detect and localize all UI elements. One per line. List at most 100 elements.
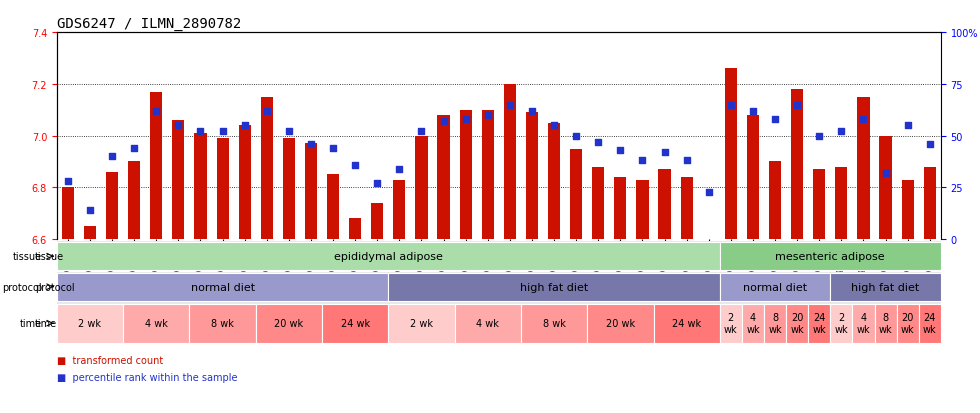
Bar (918, 304, 941, 343)
Bar (57, 242, 719, 271)
Bar (813, 170, 825, 240)
Point (612, 147, 628, 154)
Text: normal diet: normal diet (190, 282, 255, 292)
Bar (437, 116, 450, 240)
Point (148, 108, 164, 115)
Point (215, 129, 230, 135)
Text: 8 wk: 8 wk (211, 318, 234, 328)
Bar (57, 304, 123, 343)
Bar (57, 273, 388, 301)
Bar (835, 167, 848, 240)
Bar (924, 167, 936, 240)
Text: 2 wk: 2 wk (78, 318, 102, 328)
Bar (879, 136, 892, 240)
Point (126, 145, 142, 152)
Point (237, 123, 253, 129)
Point (723, 102, 739, 109)
Bar (460, 111, 471, 240)
Text: 24
wk: 24 wk (812, 313, 826, 334)
Bar (636, 180, 649, 240)
Bar (858, 97, 869, 240)
Bar (84, 227, 96, 240)
Bar (830, 304, 853, 343)
Bar (570, 149, 582, 240)
Bar (659, 170, 670, 240)
Text: high fat diet: high fat diet (852, 282, 919, 292)
Bar (106, 173, 119, 240)
Text: 4 wk: 4 wk (476, 318, 499, 328)
Point (524, 108, 540, 115)
Bar (283, 139, 295, 240)
Point (878, 170, 894, 177)
Text: 2
wk: 2 wk (724, 313, 738, 334)
Bar (256, 304, 322, 343)
Text: normal diet: normal diet (743, 282, 808, 292)
Text: protocol: protocol (34, 282, 74, 292)
Bar (388, 273, 719, 301)
Point (701, 189, 716, 195)
Point (171, 123, 186, 129)
Point (922, 141, 938, 148)
Bar (388, 304, 455, 343)
Text: tissue: tissue (34, 252, 64, 261)
Text: ■  transformed count: ■ transformed count (57, 356, 163, 366)
Bar (703, 240, 714, 325)
Point (590, 139, 606, 146)
Text: protocol: protocol (3, 282, 42, 292)
Point (193, 129, 209, 135)
Point (392, 166, 408, 173)
Text: 8
wk: 8 wk (768, 313, 782, 334)
Bar (482, 111, 494, 240)
Bar (305, 144, 318, 240)
Bar (830, 273, 941, 301)
Bar (764, 304, 786, 343)
Bar (393, 180, 406, 240)
Text: 20
wk: 20 wk (901, 313, 914, 334)
Bar (587, 304, 654, 343)
Bar (548, 123, 561, 240)
Point (60, 178, 75, 185)
Bar (371, 204, 383, 240)
Bar (654, 304, 719, 343)
Text: 24
wk: 24 wk (923, 313, 937, 334)
Text: 2
wk: 2 wk (835, 313, 848, 334)
Point (414, 129, 429, 135)
Bar (455, 304, 521, 343)
Text: GDS6247 / ILMN_2890782: GDS6247 / ILMN_2890782 (57, 17, 241, 31)
Point (745, 108, 760, 115)
Bar (217, 139, 228, 240)
Bar (874, 304, 897, 343)
Bar (897, 304, 918, 343)
Bar (902, 180, 913, 240)
Bar (150, 93, 163, 240)
Text: time: time (34, 318, 57, 328)
Text: 8 wk: 8 wk (543, 318, 565, 328)
Text: 4
wk: 4 wk (746, 313, 760, 334)
Text: 20 wk: 20 wk (274, 318, 304, 328)
Point (502, 102, 517, 109)
Bar (791, 90, 804, 240)
Bar (322, 304, 388, 343)
Text: 2 wk: 2 wk (410, 318, 433, 328)
Bar (504, 85, 515, 240)
Bar (719, 304, 742, 343)
Bar (62, 188, 74, 240)
Point (480, 112, 496, 119)
Point (635, 158, 651, 164)
Bar (261, 97, 272, 240)
Bar (769, 162, 781, 240)
Point (900, 123, 915, 129)
Bar (172, 121, 184, 240)
Point (767, 116, 783, 123)
Bar (327, 175, 339, 240)
Text: 4 wk: 4 wk (145, 318, 168, 328)
Point (82, 207, 98, 214)
Text: 8
wk: 8 wk (879, 313, 893, 334)
Bar (853, 304, 874, 343)
Bar (747, 116, 760, 240)
Point (325, 145, 341, 152)
Bar (521, 304, 587, 343)
Point (657, 150, 672, 156)
Point (834, 129, 850, 135)
Text: high fat diet: high fat diet (520, 282, 588, 292)
